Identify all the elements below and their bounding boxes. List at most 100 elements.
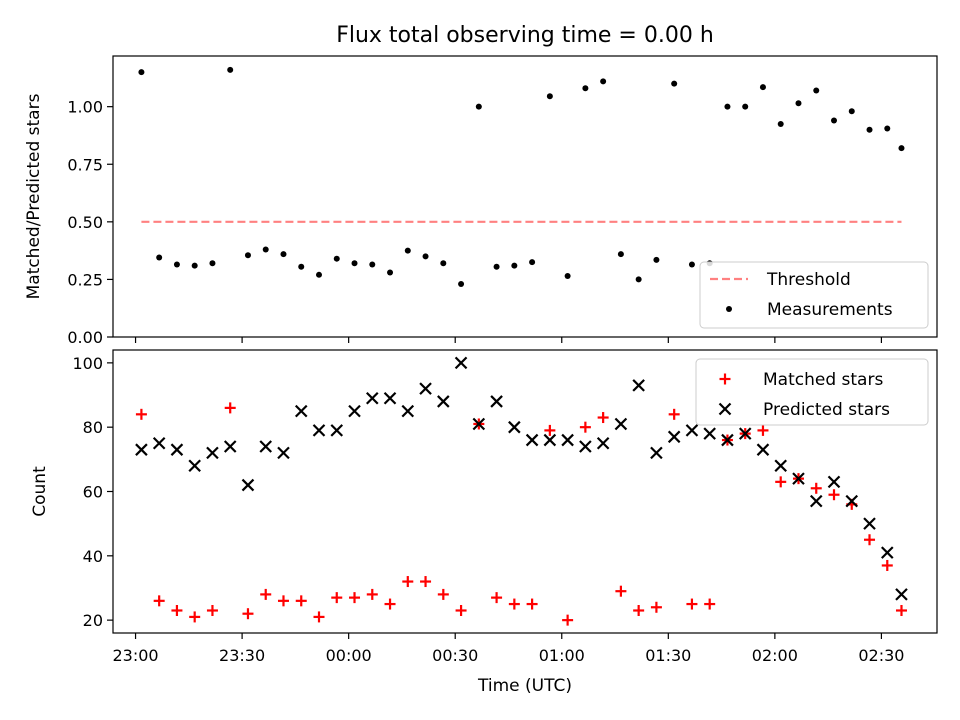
- measurement-point: [209, 260, 216, 267]
- matched-star-point: [491, 592, 503, 604]
- matched-star-point: [508, 598, 520, 610]
- predicted-star-point: [863, 517, 876, 530]
- top-y-tick-label: 1.00: [67, 98, 103, 117]
- matched-star-point: [895, 604, 907, 616]
- measurement-point: [831, 117, 837, 124]
- legend-measurements-label: Measurements: [767, 300, 893, 320]
- predicted-star-point: [454, 356, 468, 370]
- matched-star-point: [135, 408, 147, 420]
- measurement-point: [493, 263, 500, 270]
- measurement-point: [440, 260, 447, 267]
- measurement-point: [795, 100, 802, 107]
- measurement-point: [387, 269, 394, 276]
- measurement-point: [600, 78, 607, 85]
- measurement-point: [529, 259, 536, 266]
- matched-star-point: [650, 601, 662, 613]
- x-tick-label: 01:30: [645, 646, 691, 665]
- measurement-point: [227, 66, 234, 73]
- predicted-star-point: [543, 433, 557, 447]
- measurement-point: [866, 126, 873, 133]
- predicted-star-point: [508, 420, 521, 434]
- measurement-point: [777, 120, 784, 127]
- measurement-point: [262, 246, 269, 253]
- legend-measurements-swatch: [726, 306, 732, 312]
- predicted-star-point: [277, 446, 290, 460]
- predicted-star-point: [721, 433, 734, 447]
- measurement-point: [671, 80, 678, 87]
- matched-star-point: [633, 604, 645, 616]
- predicted-star-point: [294, 404, 308, 418]
- predicted-star-point: [596, 436, 610, 450]
- bottom-y-axis-label: Count: [30, 466, 50, 517]
- matched-star-point: [668, 408, 680, 420]
- predicted-star-point: [738, 427, 752, 440]
- matched-star-point: [295, 595, 307, 607]
- measurement-point: [884, 125, 891, 132]
- bottom-y-tick-label: 40: [83, 547, 103, 566]
- predicted-star-point: [685, 424, 699, 437]
- matched-star-point: [313, 611, 325, 623]
- predicted-star-point: [809, 494, 823, 508]
- predicted-star-point: [223, 440, 237, 453]
- measurement-point: [546, 93, 553, 100]
- predicted-star-point: [632, 379, 645, 392]
- legend-matched-label: Matched stars: [763, 370, 883, 390]
- measurement-point: [280, 251, 287, 258]
- top-panel-ratio-plot: 0.00 0.25 0.50 0.75 1.00 Threshold Measurement…: [67, 55, 938, 347]
- legend-matched-swatch: [719, 373, 731, 385]
- measurement-point: [458, 281, 465, 288]
- bottom-y-tick-label: 100: [72, 354, 103, 373]
- measurement-point: [191, 262, 198, 269]
- matched-star-point: [526, 598, 538, 610]
- top-y-tick-label: 0.25: [67, 270, 103, 289]
- measurement-point: [316, 271, 322, 278]
- matched-star-point: [704, 598, 716, 610]
- predicted-star-point: [135, 443, 148, 456]
- matched-star-point: [544, 424, 556, 436]
- matched-star-point: [615, 585, 627, 597]
- predicted-star-point: [845, 494, 859, 508]
- predicted-star-point: [259, 440, 273, 453]
- matched-star-point: [686, 598, 698, 610]
- measurement-point: [511, 262, 518, 269]
- x-axis-label: Time (UTC): [477, 676, 572, 696]
- predicted-star-point: [880, 546, 894, 559]
- matched-star-point: [260, 588, 272, 600]
- predicted-star-point: [312, 424, 326, 437]
- x-tick-label: 02:30: [858, 646, 904, 665]
- bottom-y-tick-label: 60: [83, 483, 103, 502]
- legend-predicted-swatch: [718, 402, 732, 416]
- predicted-star-point: [383, 391, 397, 405]
- predicted-star-point: [348, 404, 361, 418]
- matched-star-point: [189, 611, 201, 623]
- measurement-point: [351, 260, 358, 267]
- measurement-point: [422, 253, 429, 260]
- matched-star-point: [171, 604, 183, 616]
- predicted-star-point: [401, 404, 415, 418]
- predicted-star-point: [827, 475, 841, 489]
- matched-star-point: [597, 412, 609, 424]
- measurement-point: [298, 263, 305, 270]
- x-tick-label: 02:00: [752, 646, 798, 665]
- measurement-point: [173, 261, 180, 268]
- measurement-point: [759, 84, 766, 91]
- predicted-star-point: [152, 436, 166, 450]
- measurement-point: [475, 103, 482, 110]
- predicted-star-point: [561, 433, 574, 447]
- matched-star-point: [757, 424, 769, 436]
- legend-predicted-label: Predicted stars: [763, 400, 890, 420]
- measurement-point: [244, 252, 251, 259]
- predicted-star-point: [206, 446, 219, 460]
- predicted-star-point: [419, 382, 432, 395]
- measurement-point: [653, 256, 660, 263]
- matched-star-point: [402, 576, 414, 588]
- matched-star-point: [455, 604, 467, 616]
- predicted-star-point: [490, 395, 503, 408]
- matched-star-point: [277, 595, 289, 607]
- measurement-point: [688, 261, 695, 268]
- matched-star-point: [562, 614, 574, 626]
- measurement-point: [813, 87, 820, 94]
- matched-star-point: [384, 598, 396, 610]
- predicted-star-point: [170, 443, 184, 456]
